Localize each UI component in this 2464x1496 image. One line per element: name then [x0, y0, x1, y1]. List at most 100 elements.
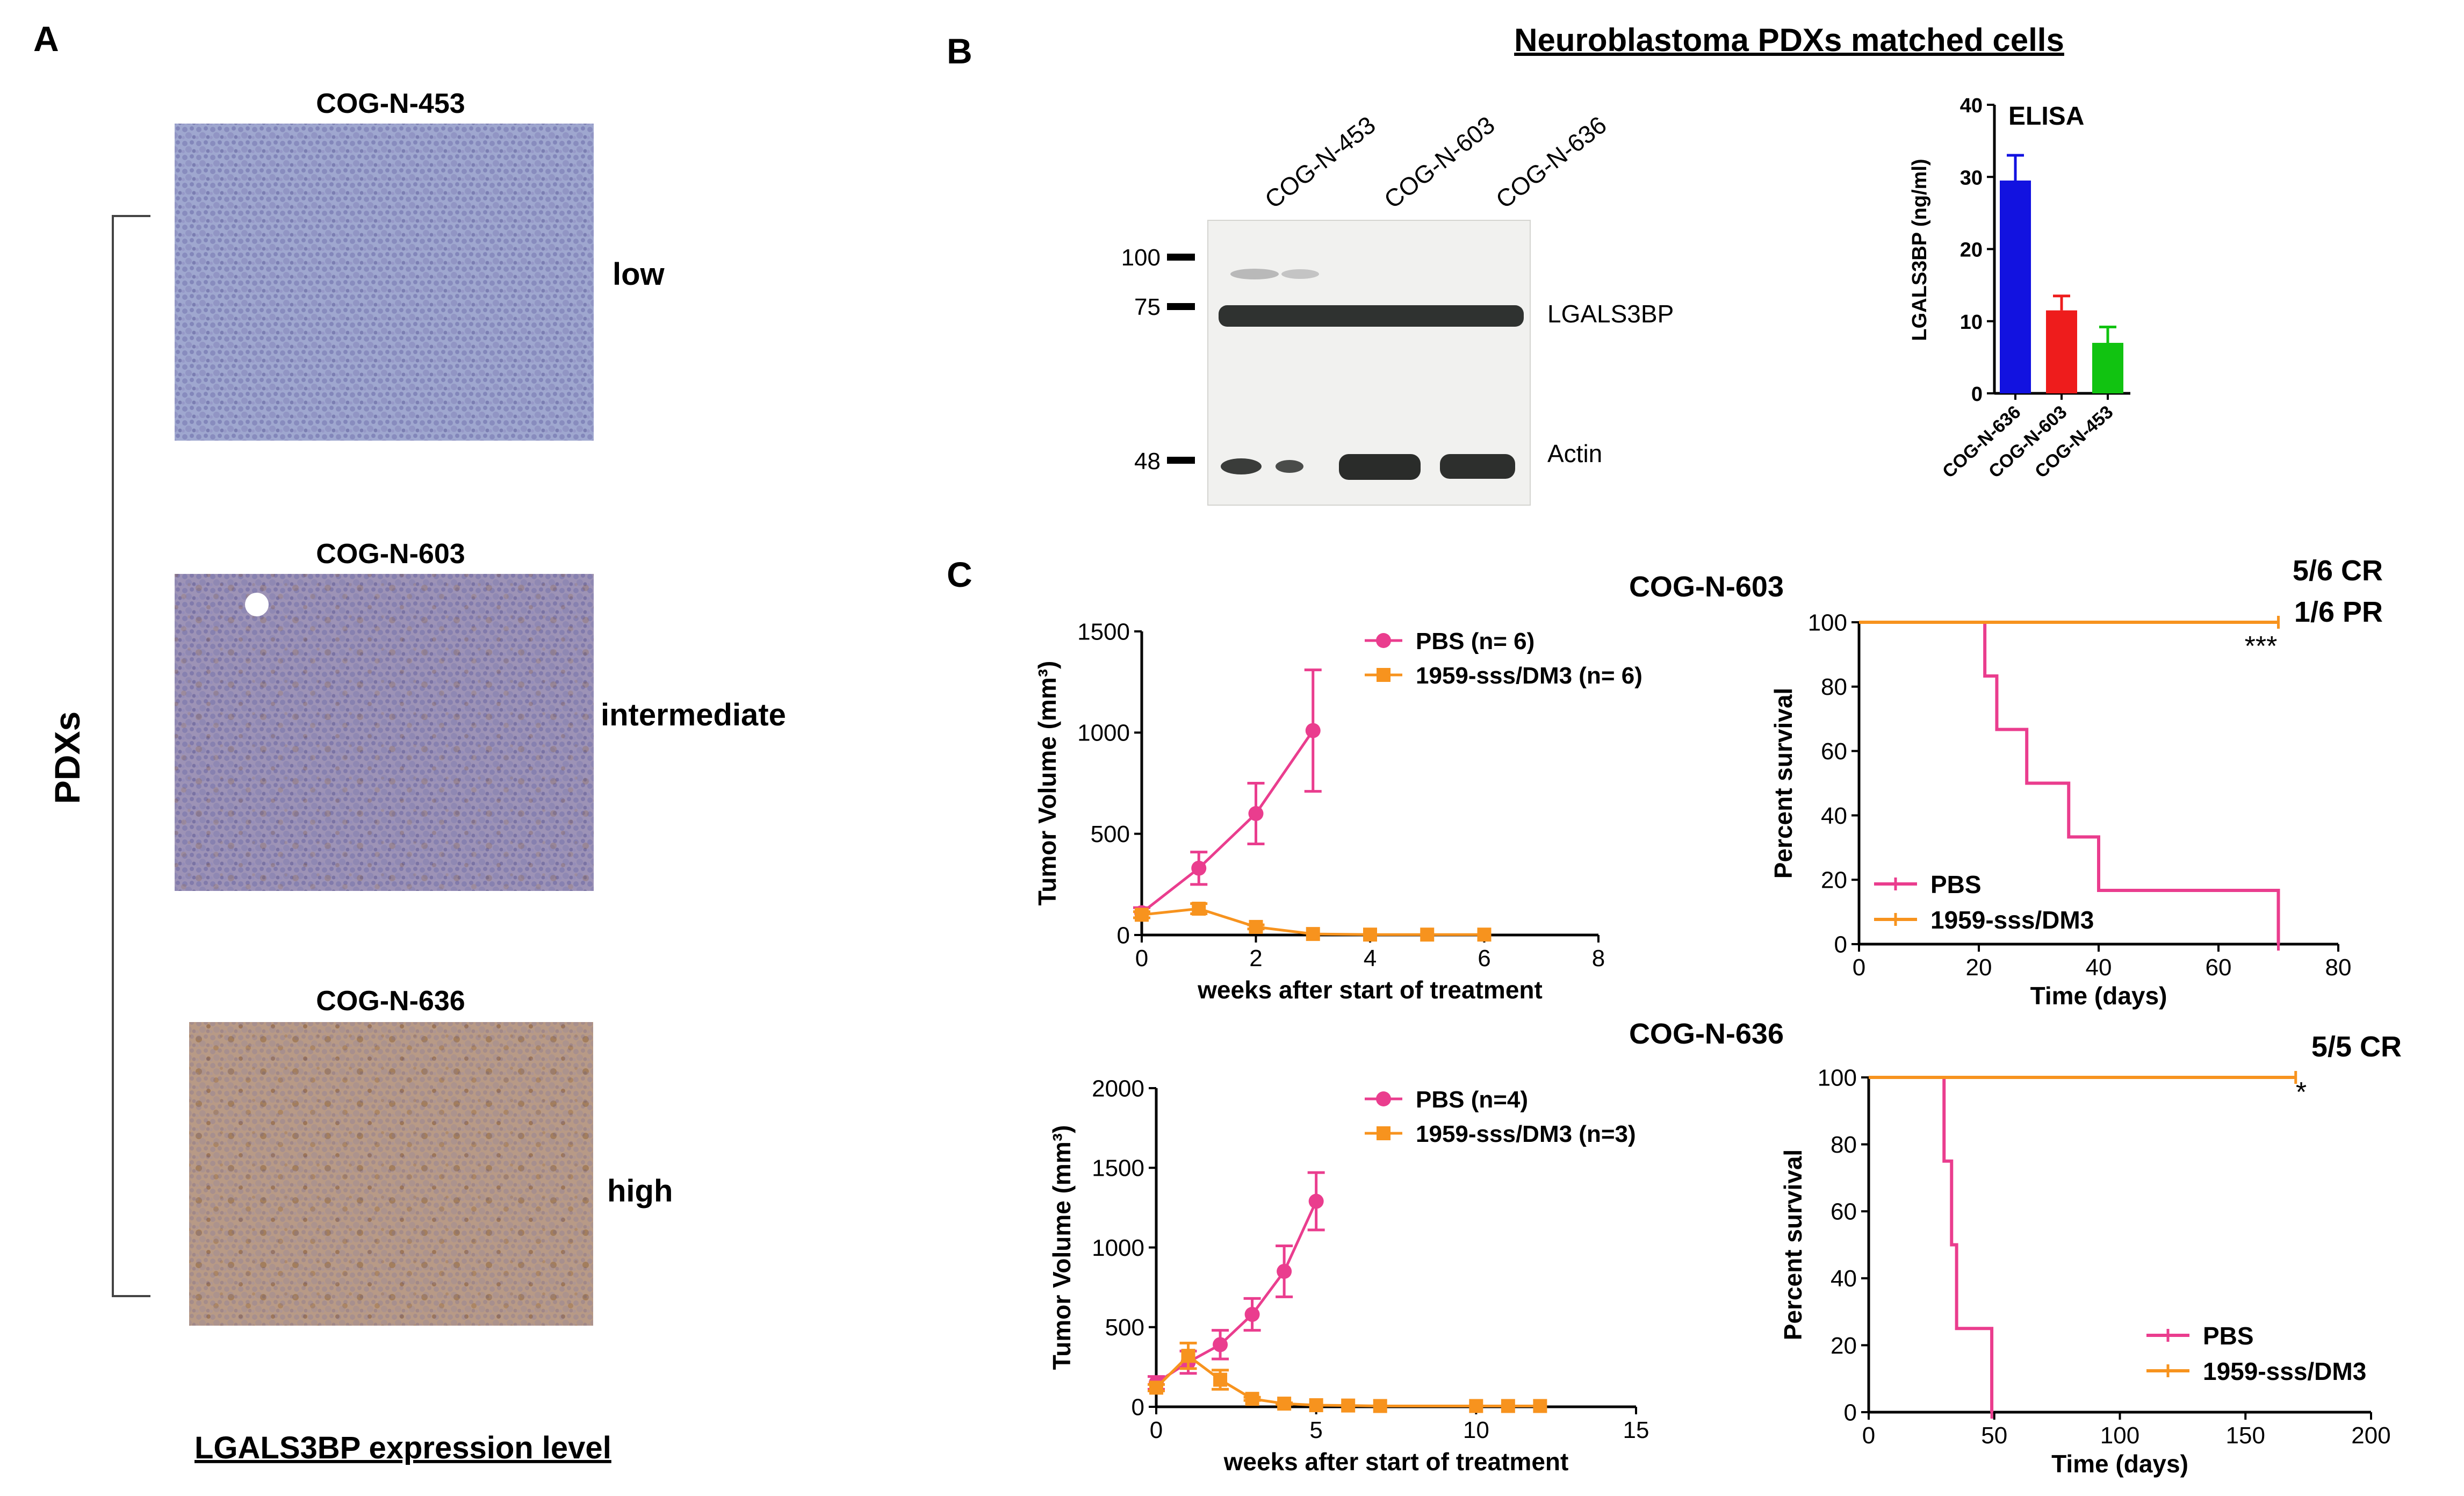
- data-point: [1192, 902, 1206, 916]
- mw-tick-48: [1167, 457, 1195, 464]
- x-tick-label: 6: [1478, 945, 1490, 972]
- response-603-line-1: 5/6 CR: [2293, 555, 2383, 587]
- data-point: [1135, 908, 1149, 922]
- x-tick-label: 0: [1862, 1422, 1875, 1449]
- x-tick-label: 10: [1463, 1417, 1489, 1443]
- legend-marker: [1376, 1091, 1391, 1106]
- y-tick-label: 100: [1818, 1065, 1857, 1091]
- data-point: [1249, 919, 1263, 934]
- data-point: [1245, 1392, 1259, 1406]
- panel-b-letter: B: [947, 31, 972, 71]
- y-tick-label: 100: [1808, 609, 1847, 636]
- bar: [2000, 180, 2031, 393]
- y-tick-label: 2000: [1092, 1075, 1144, 1102]
- y-tick-label: 1000: [1077, 720, 1130, 746]
- data-point: [1181, 1349, 1195, 1363]
- data-point: [1469, 1399, 1483, 1413]
- mw-tick-75: [1167, 303, 1195, 310]
- model-label-cog-n-636: COG-N-636: [1629, 1018, 1784, 1050]
- survival-chart-cog-n-636: 0 20 40 60 80 100 0 50 100 150 200 Percent survival…: [1779, 1065, 2391, 1478]
- mw-marker-75: 75: [1134, 294, 1161, 320]
- data-point: [1277, 1263, 1292, 1279]
- series-line: [1155, 1200, 1317, 1384]
- y-tick-label: 60: [1831, 1199, 1857, 1225]
- y-tick-label: 40: [1831, 1265, 1857, 1292]
- x-tick-label: 100: [2100, 1422, 2139, 1449]
- data-point: [1363, 927, 1377, 942]
- data-point: [1244, 1307, 1260, 1322]
- data-point: [1149, 1380, 1163, 1395]
- legend-marker: [1377, 1126, 1390, 1140]
- x-tick-label: 200: [2351, 1422, 2390, 1449]
- survival-chart-cog-n-603: 0 20 40 60 80 100 0 20 40 60 80 Percent survival Tim…: [1769, 609, 2351, 1010]
- y-tick-label: 0: [1971, 383, 1983, 406]
- significance-marker: *: [2296, 1077, 2307, 1108]
- blot-band-actin: [1339, 454, 1421, 480]
- y-tick-label: 20: [1831, 1333, 1857, 1359]
- data-point: [1341, 1398, 1356, 1413]
- panel-b-title: Neuroblastoma PDXs matched cells: [1514, 22, 2064, 58]
- y-tick-label: 60: [1821, 738, 1847, 765]
- y-tick-label: 30: [1960, 167, 1983, 189]
- data-point: [1308, 1193, 1324, 1209]
- x-tick-label: 5: [1309, 1417, 1322, 1443]
- y-tick-label: 10: [1960, 311, 1983, 334]
- response-603-line-2: 1/6 PR: [2294, 596, 2383, 628]
- y-axis-label: Percent survival: [1779, 1149, 1807, 1340]
- panel-c-letter: C: [947, 555, 972, 594]
- legend-label: PBS (n= 6): [1416, 628, 1534, 654]
- y-tick-label: 0: [1834, 931, 1847, 958]
- x-tick-label: 80: [2325, 954, 2352, 981]
- blot-band-actin: [1276, 460, 1303, 473]
- x-tick-label: 0: [1150, 1417, 1163, 1443]
- data-point: [1191, 860, 1207, 876]
- blot-band: [1281, 269, 1319, 279]
- x-tick-label: 60: [2206, 954, 2232, 981]
- band-label-lgals3bp: LGALS3BP: [1547, 300, 1674, 328]
- y-axis-label: Percent survival: [1769, 688, 1797, 879]
- chart-title: ELISA: [2008, 102, 2084, 131]
- ihc-image-cog-n-453: [175, 124, 594, 441]
- bar: [2046, 310, 2077, 393]
- y-tick-label: 20: [1960, 239, 1983, 262]
- data-point: [1533, 1399, 1547, 1413]
- series-line: [1141, 730, 1314, 914]
- y-tick-label: 500: [1091, 821, 1130, 847]
- y-axis-label: Tumor Volume (mm³): [1048, 1125, 1076, 1370]
- model-label-cog-n-603: COG-N-603: [1629, 571, 1784, 603]
- y-tick-label: 40: [1821, 803, 1847, 829]
- western-blot: [1207, 220, 1531, 506]
- data-point: [1373, 1399, 1387, 1413]
- panel-a-sample-title-1: COG-N-453: [316, 88, 465, 119]
- lane-label-1: COG-N-453: [1259, 111, 1380, 214]
- pdxs-label: PDXs: [47, 711, 87, 804]
- blot-band-lgals3bp: [1219, 305, 1524, 327]
- x-tick-label: 0: [1135, 945, 1148, 972]
- ihc-image-cog-n-603: [175, 574, 594, 891]
- bar: [2092, 343, 2123, 393]
- ihc-image-cog-n-636: [189, 1022, 593, 1326]
- lane-label-3: COG-N-636: [1490, 111, 1611, 214]
- y-axis-label: LGALS3BP (ng/ml): [1908, 159, 1931, 341]
- tumor-volume-chart-cog-n-636: 0 500 1000 1500 2000 0 5 10 15 Tumor Volume (mm³)…: [1048, 1075, 1649, 1476]
- x-tick-label: 150: [2226, 1422, 2265, 1449]
- data-point: [1420, 927, 1435, 942]
- x-tick-label: 2: [1249, 945, 1262, 972]
- significance-marker: ***: [2245, 631, 2278, 662]
- response-636-line-1: 5/5 CR: [2311, 1031, 2402, 1063]
- data-point: [1306, 927, 1320, 941]
- panel-a-letter: A: [33, 19, 59, 59]
- data-point: [1309, 1398, 1323, 1413]
- data-point: [1213, 1372, 1228, 1387]
- legend-label: 1959-sss/DM3 (n= 6): [1416, 663, 1642, 689]
- data-point: [1277, 1397, 1292, 1411]
- x-axis-label: weeks after start of treatment: [1197, 976, 1543, 1004]
- blot-band-actin: [1221, 458, 1262, 474]
- y-tick-label: 0: [1117, 922, 1130, 948]
- survival-curve: [1869, 1076, 1994, 1412]
- x-tick-label: 15: [1623, 1417, 1649, 1443]
- x-tick-label: 8: [1592, 945, 1605, 972]
- pdx-bracket: [112, 215, 150, 1297]
